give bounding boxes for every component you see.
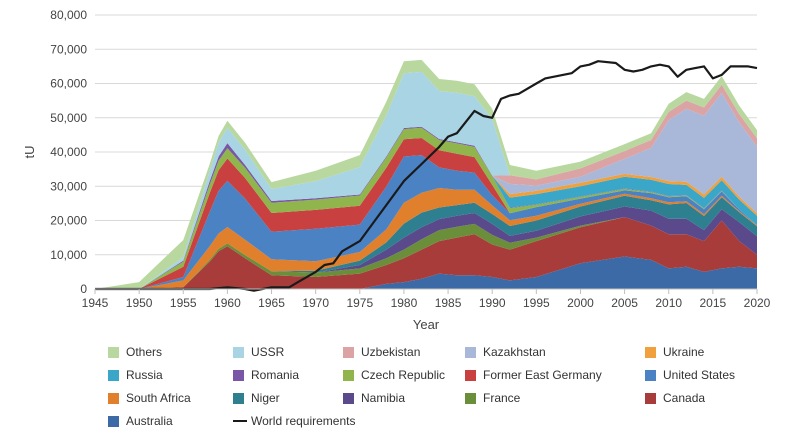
x-tick-label: 1955 [170, 296, 197, 310]
area-canada [95, 217, 757, 289]
legend-entry-czech-republic: Czech Republic [343, 368, 445, 382]
y-tick-label: 70,000 [50, 42, 87, 56]
legend: Others USSR Uzbekistan Kazakhstan Ukraine Rus… [108, 345, 735, 428]
legend-entry-others: Others [108, 345, 162, 359]
legend-entry-uzbekistan: Uzbekistan [343, 345, 420, 359]
legend-swatch [343, 347, 354, 358]
area-australia [95, 256, 757, 289]
legend-label: Others [126, 345, 162, 359]
y-tick-label: 40,000 [50, 145, 87, 159]
legend-entry-canada: Canada [645, 391, 705, 405]
area-united-states [95, 155, 757, 289]
legend-swatch [233, 370, 244, 381]
legend-label: USSR [251, 345, 285, 359]
legend-swatch [108, 370, 119, 381]
y-tick-label: 20,000 [50, 214, 87, 228]
legend-label: Czech Republic [361, 368, 445, 382]
legend-label: Uzbekistan [361, 345, 420, 359]
legend-label: World requirements [251, 414, 355, 428]
legend-swatch [465, 393, 476, 404]
legend-swatch [645, 370, 656, 381]
legend-entry-ussr: USSR [233, 345, 285, 359]
legend-entry-united-states: United States [645, 368, 735, 382]
area-niger [95, 195, 757, 289]
x-tick-label: 2010 [655, 296, 682, 310]
legend-swatch [343, 370, 354, 381]
legend-label: France [483, 391, 521, 405]
legend-label: Australia [126, 414, 173, 428]
legend-label: Canada [663, 391, 705, 405]
legend-swatch [108, 393, 119, 404]
legend-entry-kazakhstan: Kazakhstan [465, 345, 546, 359]
x-tick-label: 1985 [435, 296, 462, 310]
legend-label: Kazakhstan [483, 345, 546, 359]
legend-entry-ukraine: Ukraine [645, 345, 705, 359]
legend-swatch [343, 393, 354, 404]
area-ussr [95, 71, 757, 290]
x-tick-label: 2000 [567, 296, 594, 310]
x-tick-label: 1945 [82, 296, 109, 310]
legend-entry-australia: Australia [108, 414, 173, 428]
legend-label: Ukraine [663, 345, 705, 359]
legend-entry-namibia: Namibia [343, 391, 405, 405]
legend-entry-france: France [465, 391, 521, 405]
legend-label: Former East Germany [483, 368, 602, 382]
area-uzbekistan [95, 84, 757, 289]
legend-swatch [108, 347, 119, 358]
legend-entry-world-requirements: World requirements [233, 414, 355, 428]
x-tick-label: 1970 [302, 296, 329, 310]
stacked-areas [95, 59, 757, 290]
legend-swatch [645, 393, 656, 404]
legend-swatch [465, 370, 476, 381]
x-tick-label: 2005 [611, 296, 638, 310]
legend-swatch [108, 416, 119, 427]
y-tick-label: 50,000 [50, 111, 87, 125]
area-south-africa [95, 188, 757, 289]
x-tick-label: 1965 [258, 296, 285, 310]
x-tick-label: 1975 [346, 296, 373, 310]
legend-label: Namibia [361, 391, 405, 405]
legend-swatch [233, 347, 244, 358]
legend-label: Romania [251, 368, 299, 382]
legend-label: United States [663, 368, 735, 382]
x-tick-label: 1980 [391, 296, 418, 310]
legend-entry-russia: Russia [108, 368, 163, 382]
legend-entry-niger: Niger [233, 391, 280, 405]
x-axis-title: Year [413, 317, 440, 332]
y-tick-label: 0 [80, 282, 87, 296]
x-tick-label: 1960 [214, 296, 241, 310]
x-tick-label: 2020 [744, 296, 771, 310]
legend-swatch [645, 347, 656, 358]
legend-entry-romania: Romania [233, 368, 299, 382]
legend-label: Russia [126, 368, 163, 382]
x-tick-label: 1990 [479, 296, 506, 310]
y-tick-label: 60,000 [50, 77, 87, 91]
x-tick-label: 1995 [523, 296, 550, 310]
world-requirements-line [95, 60, 758, 292]
y-tick-label: 10,000 [50, 248, 87, 262]
legend-swatch [465, 347, 476, 358]
legend-entry-former-east-germany: Former East Germany [465, 368, 602, 382]
legend-label: Niger [251, 391, 280, 405]
y-tick-label: 80,000 [50, 8, 87, 22]
y-axis-title: tU [22, 146, 37, 159]
area-kazakhstan [95, 92, 757, 290]
world-requirements-layer [95, 60, 758, 292]
x-tick-label: 1950 [126, 296, 153, 310]
legend-label: South Africa [126, 391, 191, 405]
legend-entry-south-africa: South Africa [108, 391, 191, 405]
x-tick-label: 2015 [700, 296, 727, 310]
axes: 0 10,000 20,000 30,000 40,000 50,000 60,000 70,… [50, 8, 770, 310]
legend-swatch [233, 393, 244, 404]
y-tick-label: 30,000 [50, 179, 87, 193]
area-others [95, 59, 757, 290]
